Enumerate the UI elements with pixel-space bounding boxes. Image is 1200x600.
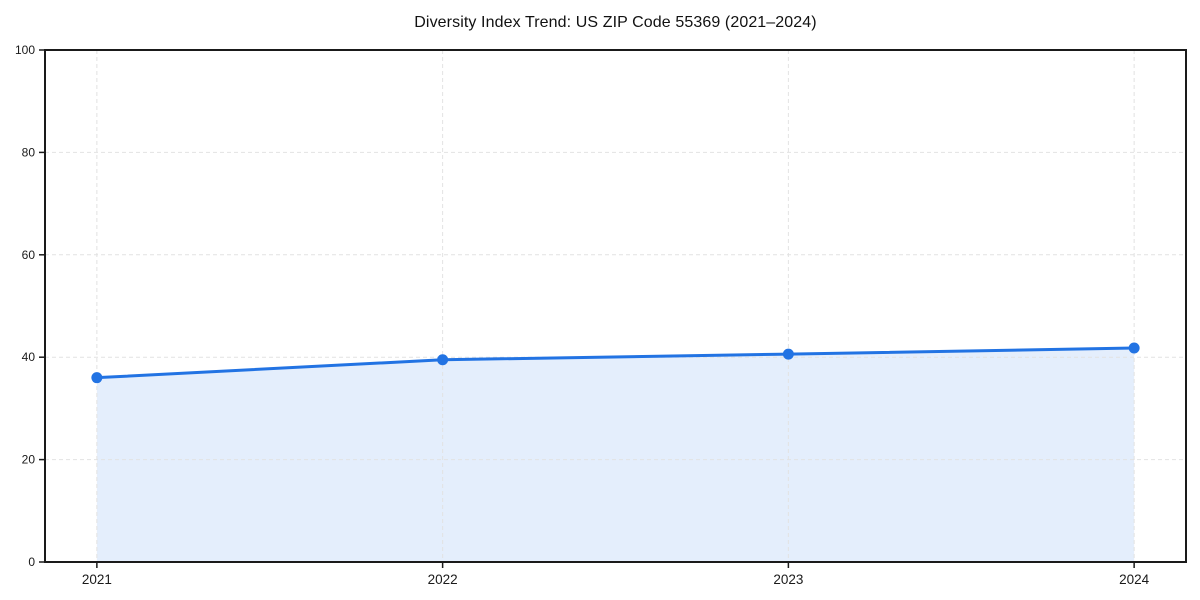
y-tick-label: 100 <box>15 43 35 57</box>
y-tick-label: 40 <box>22 350 36 364</box>
y-tick-label: 20 <box>22 453 36 467</box>
y-tick-label: 80 <box>22 145 36 159</box>
trend-line <box>95 346 1136 380</box>
data-point <box>437 354 449 366</box>
y-tick-label: 60 <box>22 248 36 262</box>
x-tick-label: 2022 <box>428 572 458 587</box>
x-tick-label: 2023 <box>773 572 803 587</box>
plot-border <box>44 49 1187 563</box>
chart-title: Diversity Index Trend: US ZIP Code 55369… <box>414 14 817 31</box>
y-tick-label: 0 <box>28 555 35 569</box>
x-tick-label: 2021 <box>82 572 112 587</box>
data-point <box>1128 342 1140 354</box>
data-point <box>782 348 794 360</box>
area-fill <box>96 347 1135 562</box>
x-tick-label: 2024 <box>1119 572 1150 587</box>
data-point <box>91 372 103 384</box>
